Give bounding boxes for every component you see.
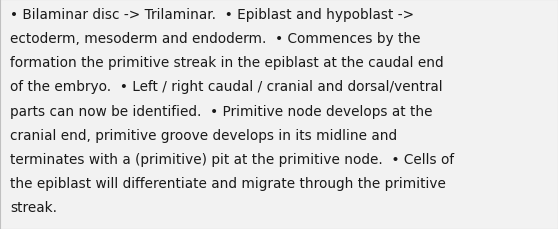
- Text: parts can now be identified.  • Primitive node develops at the: parts can now be identified. • Primitive…: [10, 104, 432, 118]
- Text: streak.: streak.: [10, 200, 57, 214]
- Text: • Bilaminar disc -> Trilaminar.  • Epiblast and hypoblast ->: • Bilaminar disc -> Trilaminar. • Epibla…: [10, 8, 414, 22]
- Text: of the embryo.  • Left / right caudal / cranial and dorsal/ventral: of the embryo. • Left / right caudal / c…: [10, 80, 442, 94]
- Text: terminates with a (primitive) pit at the primitive node.  • Cells of: terminates with a (primitive) pit at the…: [10, 152, 454, 166]
- Text: cranial end, primitive groove develops in its midline and: cranial end, primitive groove develops i…: [10, 128, 397, 142]
- Text: formation the primitive streak in the epiblast at the caudal end: formation the primitive streak in the ep…: [10, 56, 444, 70]
- Text: the epiblast will differentiate and migrate through the primitive: the epiblast will differentiate and migr…: [10, 176, 446, 190]
- Text: ectoderm, mesoderm and endoderm.  • Commences by the: ectoderm, mesoderm and endoderm. • Comme…: [10, 32, 421, 46]
